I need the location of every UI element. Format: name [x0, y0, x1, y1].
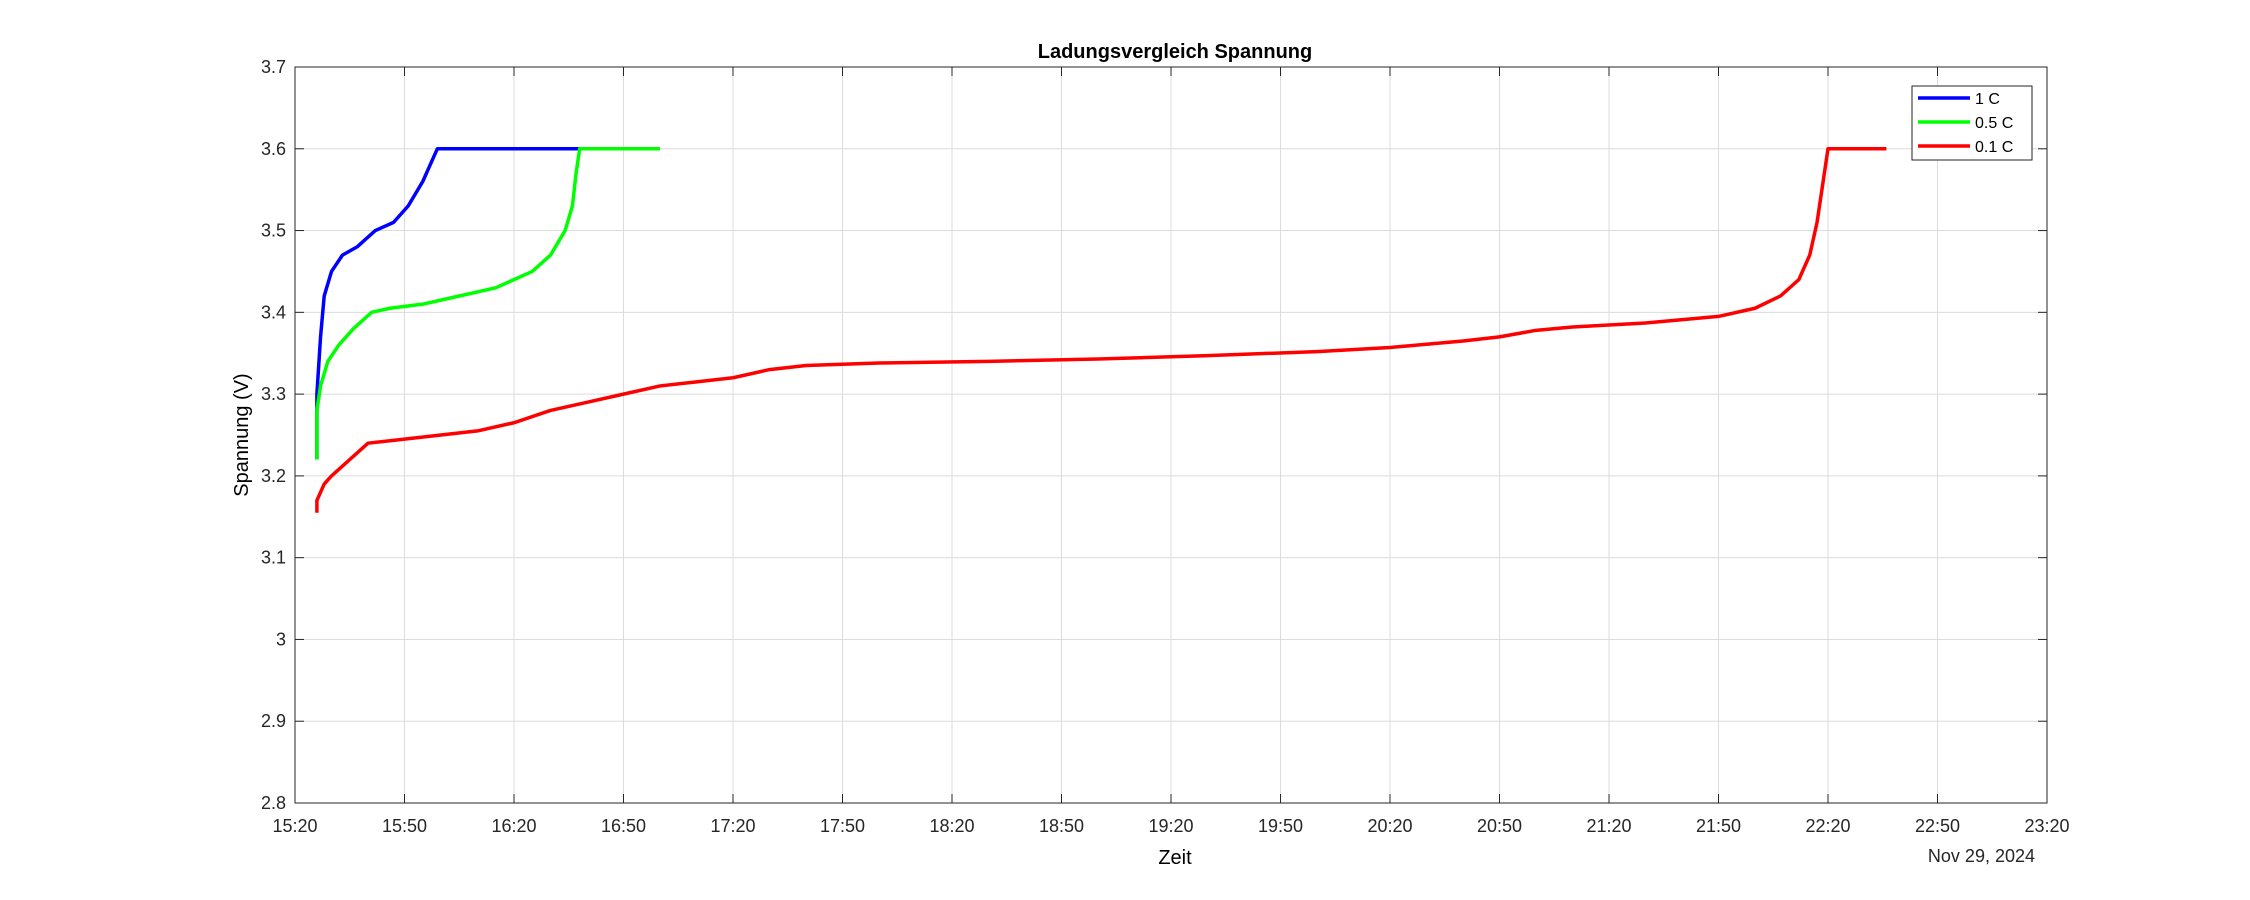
- grid: [294, 66, 2048, 804]
- chart-title: Ladungsvergleich Spannung: [1038, 41, 1312, 63]
- x-axis-ticks: 15:20 15:50 16:20 16:50 17:20 17:50 18:20 18:50…: [272, 67, 2070, 836]
- y-tick-label: 3.2: [261, 466, 286, 486]
- x-tick-label: 19:20: [1148, 816, 1193, 836]
- series-lines: [315, 147, 1887, 513]
- x-axis-label: Zeit: [1158, 847, 1192, 869]
- legend: 1 C 0.5 C 0.1 C: [1911, 85, 2033, 161]
- x-tick-label: 17:20: [710, 816, 755, 836]
- y-tick-label: 2.9: [261, 711, 286, 731]
- series-line-1: [315, 147, 660, 460]
- y-tick-label: 2.8: [261, 793, 286, 813]
- x-tick-label: 21:50: [1696, 816, 1741, 836]
- x-tick-label: 21:20: [1586, 816, 1631, 836]
- x-tick-label: 22:20: [1805, 816, 1850, 836]
- y-tick-label: 3.6: [261, 139, 286, 159]
- y-tick-label: 3.5: [261, 221, 286, 241]
- series-line-2: [315, 147, 1887, 513]
- series-line-0: [315, 147, 580, 460]
- y-axis-label: Spannung (V): [231, 373, 253, 496]
- y-tick-label: 3.7: [261, 57, 286, 77]
- date-label: Nov 29, 2024: [1928, 846, 2035, 866]
- y-tick-label: 3.1: [261, 548, 286, 568]
- x-tick-label: 15:50: [382, 816, 427, 836]
- x-tick-label: 20:50: [1477, 816, 1522, 836]
- x-tick-label: 18:20: [929, 816, 974, 836]
- x-tick-label: 15:20: [272, 816, 317, 836]
- y-tick-label: 3.4: [261, 302, 286, 322]
- y-tick-label: 3: [276, 629, 286, 649]
- x-tick-label: 22:50: [1915, 816, 1960, 836]
- legend-label-2: 0.1 C: [1975, 139, 2013, 156]
- x-tick-label: 23:20: [2024, 816, 2069, 836]
- x-tick-label: 16:20: [491, 816, 536, 836]
- legend-label-0: 1 C: [1975, 91, 2000, 108]
- legend-entries: 1 C 0.5 C 0.1 C: [1918, 91, 2013, 156]
- legend-label-1: 0.5 C: [1975, 115, 2013, 132]
- x-tick-label: 17:50: [820, 816, 865, 836]
- y-tick-label: 3.3: [261, 384, 286, 404]
- x-tick-label: 18:50: [1039, 816, 1084, 836]
- y-axis-ticks: 2.8 2.9 3 3.1 3.2 3.3 3.4 3.5 3.6 3.7: [261, 57, 2047, 813]
- x-tick-label: 16:50: [601, 816, 646, 836]
- x-tick-label: 20:20: [1367, 816, 1412, 836]
- x-tick-label: 19:50: [1258, 816, 1303, 836]
